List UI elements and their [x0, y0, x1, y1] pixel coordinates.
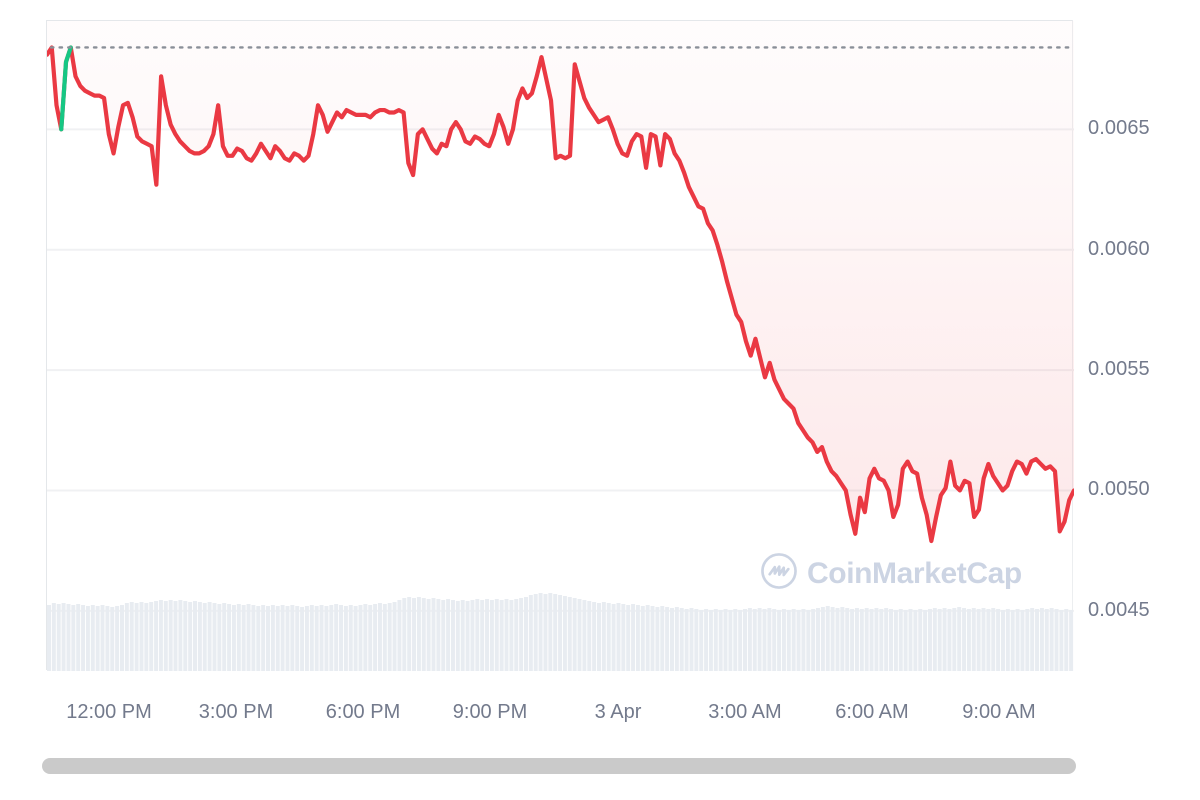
y-axis-tick-label: 0.0065	[1088, 117, 1150, 140]
y-axis-tick-label: 0.0055	[1088, 358, 1150, 381]
price-line-up-segments	[59, 45, 73, 132]
y-axis-tick-label: 0.0060	[1088, 237, 1150, 260]
plot-svg	[47, 21, 1074, 671]
x-axis-tick-label: 3:00 PM	[198, 701, 274, 723]
price-line	[47, 45, 1074, 544]
range-scrollbar-track[interactable]	[42, 758, 1076, 774]
volume-bars	[47, 593, 1074, 671]
y-axis-tick-label: 0.0050	[1088, 478, 1150, 501]
x-axis-tick-label: 9:00 PM	[452, 701, 528, 723]
x-axis-tick-label: 9:00 AM	[962, 701, 1036, 723]
y-axis-tick-label: 0.0045	[1088, 598, 1150, 621]
x-axis-tick-label: 3:00 AM	[708, 701, 782, 723]
x-axis-tick-label: 6:00 AM	[835, 701, 909, 723]
plot-area[interactable]	[46, 20, 1074, 671]
x-axis-tick-label: 3 Apr	[594, 701, 642, 723]
price-area-fill	[47, 21, 1074, 541]
range-scrollbar-thumb[interactable]	[42, 758, 1076, 774]
x-axis-tick-label: 6:00 PM	[325, 701, 401, 723]
x-axis-tick-label: 12:00 PM	[66, 701, 152, 723]
